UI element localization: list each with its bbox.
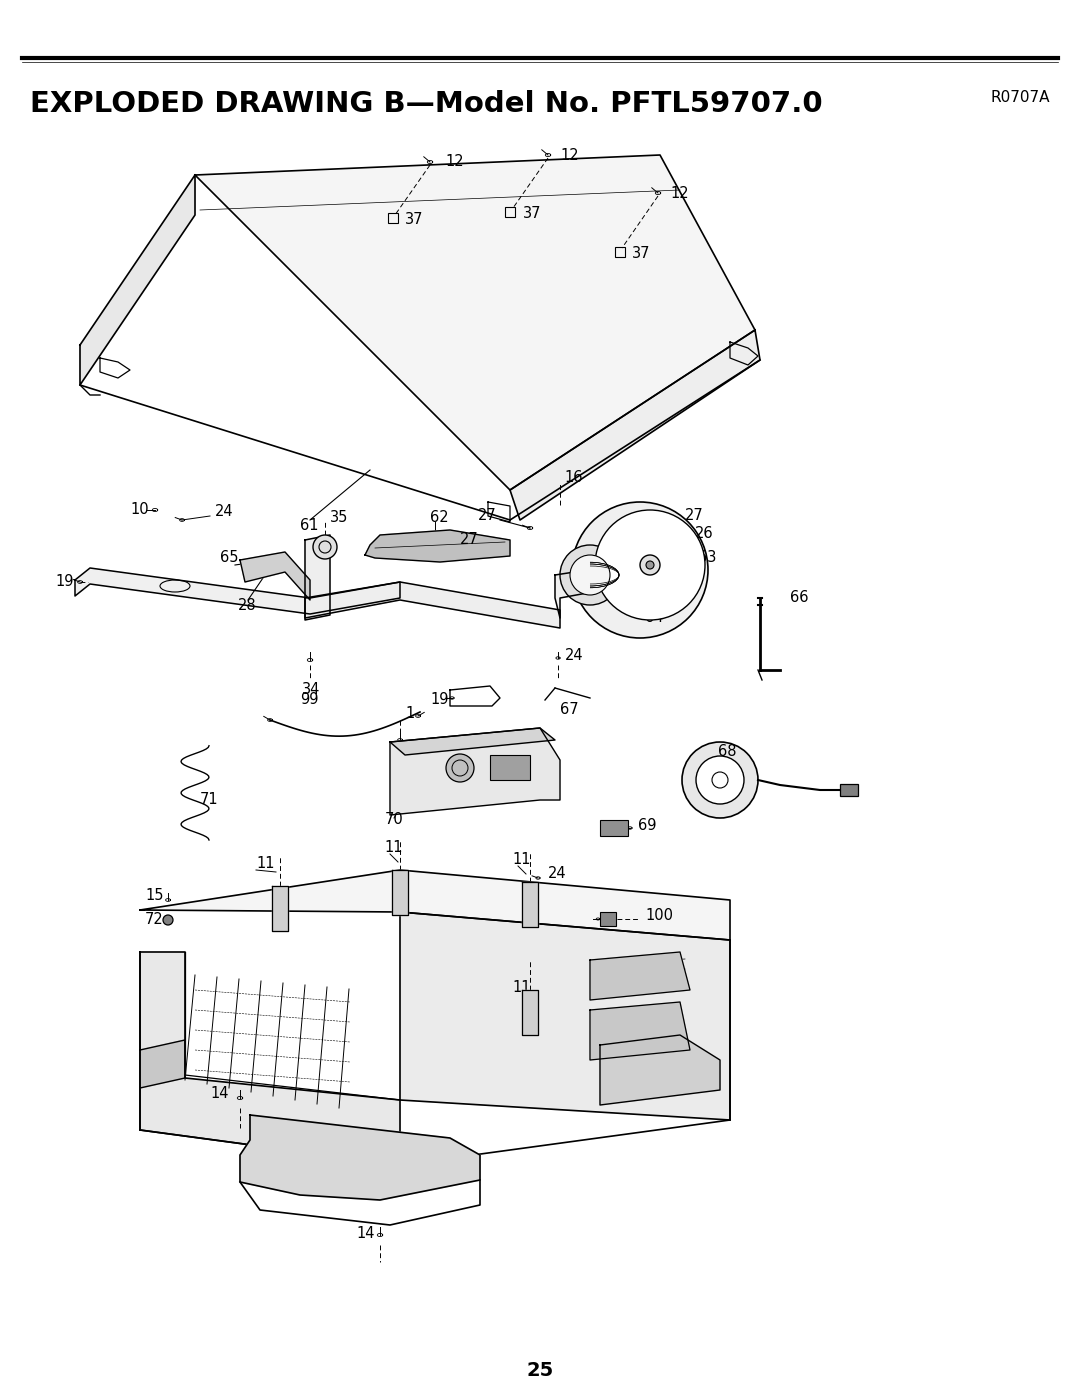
Circle shape [572,502,708,638]
Polygon shape [522,990,538,1035]
Bar [600,912,616,926]
Polygon shape [140,870,730,940]
Text: R0707A: R0707A [990,89,1050,105]
Text: 14: 14 [356,1227,375,1242]
Bar [490,754,530,780]
Text: 27: 27 [685,509,704,524]
Circle shape [163,915,173,925]
Text: 11: 11 [512,981,530,996]
Text: 12: 12 [561,148,579,162]
Text: 16: 16 [564,471,582,486]
Text: 68: 68 [718,745,737,760]
Circle shape [570,555,610,595]
Circle shape [696,756,744,805]
Text: 19: 19 [430,693,448,707]
Polygon shape [400,912,730,1120]
Text: 26: 26 [696,527,714,542]
Text: 14: 14 [210,1087,229,1101]
Polygon shape [365,529,510,562]
Polygon shape [75,569,400,615]
Bar [615,247,625,257]
Polygon shape [240,1115,480,1200]
Polygon shape [392,870,408,915]
Text: 37: 37 [405,212,423,228]
Text: 11: 11 [512,852,530,868]
Text: 62: 62 [430,510,448,525]
Polygon shape [555,555,700,617]
Circle shape [595,510,705,620]
Text: 69: 69 [638,819,657,834]
Text: 12: 12 [445,155,463,169]
Text: 35: 35 [330,510,349,525]
Circle shape [681,742,758,819]
Text: 15: 15 [145,888,163,904]
Text: 100: 100 [645,908,673,923]
Polygon shape [305,535,330,620]
Polygon shape [390,728,561,814]
Text: 72: 72 [145,912,164,928]
Text: 25: 25 [526,1361,554,1379]
Text: 10: 10 [130,503,149,517]
Text: 12: 12 [670,186,689,201]
Text: 27: 27 [460,532,478,548]
Text: 37: 37 [523,207,541,222]
Polygon shape [390,728,555,754]
Text: 71: 71 [200,792,218,807]
Text: 66: 66 [789,591,809,605]
Bar [840,784,858,796]
Text: 73: 73 [291,1153,309,1168]
Polygon shape [590,1002,690,1060]
Bar [600,820,627,835]
Text: 27: 27 [478,509,497,524]
Text: 1: 1 [405,707,415,721]
Text: 28: 28 [238,598,257,613]
Text: 34: 34 [302,683,321,697]
Polygon shape [140,951,400,1165]
Text: 70: 70 [384,813,404,827]
Polygon shape [590,951,690,1000]
Polygon shape [510,330,760,520]
Text: 19: 19 [55,574,73,590]
Polygon shape [600,1035,720,1105]
Text: 99: 99 [300,693,319,707]
Polygon shape [140,1039,185,1088]
Circle shape [646,562,654,569]
Polygon shape [195,155,755,490]
Text: 61: 61 [300,517,319,532]
Text: 11: 11 [256,856,274,872]
Text: 24: 24 [215,504,233,520]
Text: 67: 67 [561,703,579,718]
Polygon shape [272,886,288,930]
Circle shape [446,754,474,782]
Text: 11: 11 [384,841,403,855]
Text: 63: 63 [698,550,716,566]
Circle shape [640,555,660,576]
Polygon shape [240,552,310,599]
Polygon shape [305,583,561,629]
Text: 64: 64 [645,610,663,626]
Bar [505,207,515,217]
Polygon shape [80,175,195,386]
Circle shape [561,545,620,605]
Text: EXPLODED DRAWING B—Model No. PFTL59707.0: EXPLODED DRAWING B—Model No. PFTL59707.0 [30,89,823,117]
Text: 24: 24 [565,648,583,664]
Polygon shape [522,882,538,928]
Bar [388,212,399,224]
Circle shape [313,535,337,559]
Text: 37: 37 [632,246,650,261]
Text: 65: 65 [220,550,239,566]
Text: 24: 24 [548,866,567,882]
